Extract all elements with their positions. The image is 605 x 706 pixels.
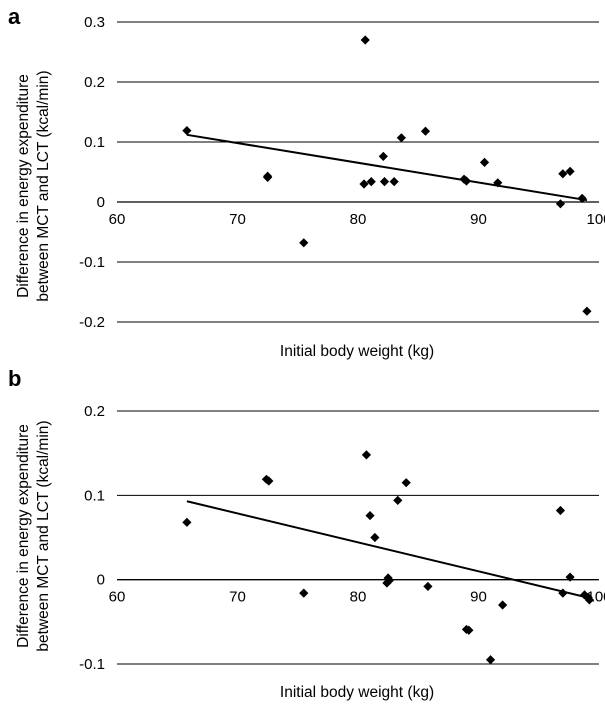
- data-point: [401, 478, 411, 488]
- data-point: [565, 572, 575, 582]
- data-point: [461, 176, 472, 186]
- x-tick-label: 60: [109, 589, 126, 606]
- chart-panel-a: a 0.3 0.2 0.1 0 -0.1 -0.2 60 70 80 90 100 Differe…: [8, 4, 605, 360]
- y-tick-label: 0.1: [84, 134, 105, 151]
- data-point: [379, 177, 390, 187]
- data-point: [493, 178, 503, 188]
- data-point: [558, 169, 568, 179]
- y-tick-label: 0: [97, 194, 105, 211]
- data-point: [182, 126, 192, 136]
- data-point: [264, 476, 274, 486]
- y-tick-label: 0: [97, 572, 105, 589]
- data-point: [182, 517, 192, 527]
- y-tick-label: 0.2: [84, 74, 105, 91]
- data-points-a: [182, 35, 592, 316]
- data-point: [299, 588, 309, 598]
- data-point: [370, 532, 380, 543]
- x-tick-labels-b: 60708090100: [109, 589, 605, 606]
- x-tick-labels-a: 60 70 80 90 100: [109, 211, 605, 228]
- y-tick-label: 0.1: [84, 487, 105, 504]
- data-point: [365, 510, 375, 521]
- data-point: [360, 35, 370, 45]
- panel-label-b: b: [8, 366, 21, 391]
- data-point: [498, 600, 508, 610]
- x-axis-title-b: Initial body weight (kg): [280, 684, 434, 701]
- x-tick-label: 70: [229, 211, 246, 228]
- x-axis-title-a: Initial body weight (kg): [280, 343, 434, 360]
- data-point: [423, 581, 433, 592]
- data-point: [361, 450, 372, 460]
- gridlines-a: [117, 21, 599, 323]
- y-axis-title-line1-a: Difference in energy expenditure: [15, 74, 32, 298]
- data-point: [378, 151, 388, 161]
- x-tick-label: 70: [229, 589, 246, 606]
- data-point: [584, 595, 594, 605]
- data-point: [299, 238, 309, 248]
- y-axis-title-line2-b: between MCT and LCT (kcal/min): [35, 420, 52, 651]
- y-tick-label: 0.3: [84, 14, 105, 31]
- y-tick-labels-a: 0.3 0.2 0.1 0 -0.1 -0.2: [79, 14, 105, 331]
- data-point: [558, 588, 568, 598]
- data-point: [396, 133, 406, 143]
- y-tick-label: -0.1: [79, 254, 105, 271]
- x-tick-label: 80: [350, 211, 367, 228]
- x-tick-label: 80: [350, 589, 367, 606]
- data-point: [485, 655, 496, 665]
- chart-panel-b: b 0.20.10-0.1 60708090100 Difference in …: [8, 366, 605, 701]
- y-tick-label: 0.2: [84, 403, 105, 420]
- data-point: [479, 157, 490, 167]
- x-tick-label: 90: [470, 211, 487, 228]
- data-point: [565, 166, 575, 176]
- data-point: [389, 177, 399, 187]
- data-point: [393, 495, 403, 505]
- y-axis-title-line1-b: Difference in energy expenditure: [15, 424, 32, 648]
- data-point: [464, 625, 474, 635]
- trendline-a: [186, 133, 588, 202]
- x-tick-label: 100: [586, 211, 605, 228]
- y-tick-label: -0.1: [79, 656, 105, 673]
- gridlines-b: [117, 410, 599, 665]
- data-point: [359, 179, 369, 189]
- data-point: [577, 193, 587, 203]
- data-point: [582, 306, 592, 316]
- x-tick-label: 90: [470, 589, 487, 606]
- data-point: [420, 126, 431, 136]
- trendline-b: [186, 500, 591, 600]
- y-tick-labels-b: 0.2 0.1 0 -0.1: [79, 403, 105, 673]
- data-point: [555, 199, 566, 209]
- y-axis-title-line2-a: between MCT and LCT (kcal/min): [35, 70, 52, 301]
- data-point: [555, 505, 566, 516]
- data-point: [382, 578, 392, 588]
- data-points-b: [182, 450, 594, 665]
- y-tick-label: -0.2: [79, 314, 105, 331]
- panel-label-a: a: [8, 4, 21, 29]
- data-point: [579, 590, 590, 600]
- data-point: [263, 172, 273, 182]
- data-point: [366, 177, 376, 187]
- x-tick-label: 60: [109, 211, 126, 228]
